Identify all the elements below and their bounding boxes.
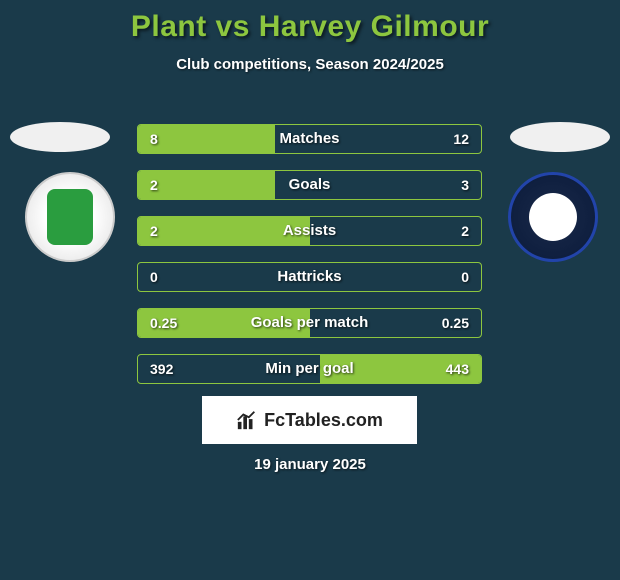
stat-value-right: 0	[461, 263, 469, 291]
stat-value-left: 0.25	[150, 309, 177, 337]
stat-value-left: 2	[150, 171, 158, 199]
stat-row: Hattricks0 0	[137, 262, 482, 292]
bar-chart-icon	[236, 409, 258, 431]
brand-label: FcTables.com	[264, 410, 383, 431]
player-left-avatar	[10, 122, 110, 152]
stat-row: Assists2 2	[137, 216, 482, 246]
stat-value-right: 3	[461, 171, 469, 199]
brand-watermark: FcTables.com	[202, 396, 417, 444]
stat-value-left: 8	[150, 125, 158, 153]
stat-value-right: 443	[446, 355, 469, 383]
stat-label: Goals	[138, 171, 481, 199]
stat-label: Matches	[138, 125, 481, 153]
stat-label: Hattricks	[138, 263, 481, 291]
stat-row: Goals2 3	[137, 170, 482, 200]
stats-panel: Matches812Goals23Assists22Hattricks00Goa…	[137, 124, 482, 400]
stat-label: Min per goal	[138, 355, 481, 383]
stat-label: Goals per match	[138, 309, 481, 337]
stat-value-right: 12	[453, 125, 469, 153]
comparison-title: Plant vs Harvey Gilmour	[0, 0, 620, 44]
stat-value-right: 2	[461, 217, 469, 245]
stat-row: Min per goal392 443	[137, 354, 482, 384]
player-right-avatar	[510, 122, 610, 152]
stat-row: Goals per match0.25 0.25	[137, 308, 482, 338]
comparison-subtitle: Club competitions, Season 2024/2025	[0, 56, 620, 73]
stat-row: Matches8 12	[137, 124, 482, 154]
stat-value-left: 0	[150, 263, 158, 291]
generated-date: 19 january 2025	[0, 456, 620, 473]
club-right-badge	[508, 172, 598, 262]
stat-value-right: 0.25	[442, 309, 469, 337]
stat-label: Assists	[138, 217, 481, 245]
stat-value-left: 392	[150, 355, 173, 383]
stat-value-left: 2	[150, 217, 158, 245]
club-left-badge	[25, 172, 115, 262]
